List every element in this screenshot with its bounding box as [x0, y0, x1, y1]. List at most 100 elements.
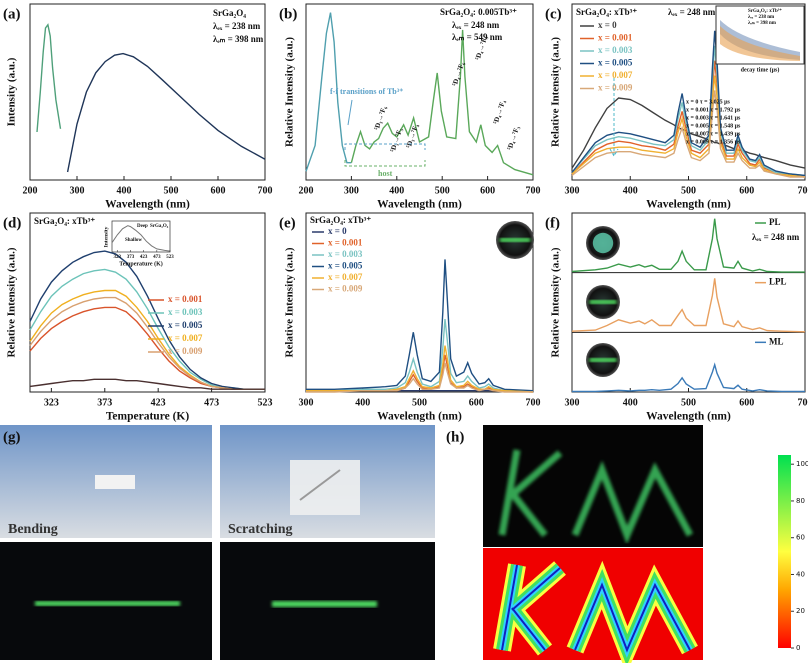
panel-label: (h) [446, 429, 464, 445]
spectrum-line [29, 268, 265, 390]
inset-x-label: Temperature (K) [119, 260, 163, 267]
annotation: λₑₓ = 248 nm [452, 20, 500, 30]
x-axis-label: Wavelength (nm) [105, 199, 190, 211]
panel-label: (f) [545, 215, 560, 231]
inset-tick-label: 473 [153, 255, 161, 260]
x-tick-label: 600 [739, 397, 754, 408]
x-tick-label: 373 [97, 397, 112, 408]
legend-label: x = 0.003 [598, 45, 633, 55]
x-tick-label: 700 [526, 397, 541, 408]
spectrum-line [29, 296, 265, 390]
inset-decay [720, 20, 800, 60]
ff-arrow [347, 99, 353, 126]
annotation: λₑₘ = 398 nm [213, 34, 264, 44]
spectrum-line [306, 259, 534, 392]
x-tick-label: 423 [151, 397, 166, 408]
annotation: λₑₓ = 248 nm [668, 7, 716, 17]
colorbar-tick-label: 80 [796, 497, 805, 505]
inset-label: λₑₓ = 238 nm [748, 15, 775, 20]
panel-label: (g) [3, 429, 21, 445]
quench-arrow [609, 78, 619, 158]
legend-label: x = 0 [598, 20, 617, 30]
inset-curve [111, 225, 171, 252]
colorbar-tick-label: 100 [796, 460, 808, 468]
inset-label: λₑₘ = 398 nm [748, 21, 777, 26]
plot-frame [305, 3, 534, 181]
panel-label: (e) [279, 215, 296, 231]
y-axis-label: Relative Intensity (a.u.) [284, 247, 296, 357]
legend-label: x = 0.007 [168, 333, 203, 343]
x-tick-label: 500 [412, 397, 427, 408]
annotation: f-f transitions of Tb³⁺ [330, 87, 403, 96]
film [95, 475, 135, 489]
film [290, 460, 360, 515]
panel-label: (a) [3, 6, 21, 22]
spectrum-line [572, 362, 805, 393]
legend-label: x = 0.007 [598, 70, 633, 80]
inset-tick-label: 523 [166, 255, 174, 260]
inset-y-label: Intensity [103, 226, 109, 247]
legend-label: x = 0.005 [598, 58, 633, 68]
y-axis-label: Relative Intensity (a.u.) [550, 37, 562, 147]
x-tick-label: 600 [480, 185, 495, 196]
x-axis-label: Wavelength (nm) [646, 199, 731, 211]
legend-label: x = 0.003 [328, 249, 363, 259]
y-axis-label: Relative Intensity (a.u.) [6, 247, 18, 357]
x-tick-label: 300 [565, 185, 580, 196]
x-tick-label: 600 [739, 185, 754, 196]
lifetime-label: x = 0.005 τ = 1.548 μs [686, 123, 741, 129]
legend-label: x = 0.005 [328, 261, 363, 271]
annotation: ⁵D₄→⁷F₃ [506, 125, 521, 151]
annotation: host [378, 169, 393, 178]
legend-label: PL [769, 217, 781, 227]
inset-tick-label: 373 [127, 255, 135, 260]
legend-label: x = 0 [328, 226, 347, 236]
x-axis-label: Wavelength (nm) [377, 411, 462, 423]
spectrum-line [571, 90, 805, 178]
spectrum-line [306, 319, 533, 392]
ml-streak [272, 601, 377, 607]
colorbar-tick-label: 20 [796, 607, 805, 615]
x-tick-label: 300 [70, 185, 85, 196]
x-axis-label: Wavelength (nm) [646, 411, 731, 423]
annotation: SrGa₂O₄: 0.005Tb³⁺ [440, 7, 517, 17]
annotation: λₑₓ = 248 nm [752, 232, 800, 242]
x-tick-label: 700 [258, 185, 273, 196]
x-tick-label: 400 [117, 185, 132, 196]
x-tick-label: 300 [299, 397, 314, 408]
x-tick-label: 523 [258, 397, 273, 408]
legend-label: x = 0.005 [168, 320, 203, 330]
x-tick-label: 473 [204, 397, 219, 408]
y-axis-label: Intensity (a.u.) [6, 57, 18, 126]
annotation: SrGa₂O₄ [213, 8, 246, 18]
host-bracket [344, 160, 426, 167]
x-tick-label: 500 [435, 185, 450, 196]
annotation: SrGa₂O₄: xTb³⁺ [576, 7, 637, 17]
spectrum-line [571, 278, 806, 333]
inset-tick-label: 323 [114, 255, 122, 260]
x-tick-label: 200 [23, 185, 38, 196]
legend-label: x = 0.009 [328, 284, 363, 294]
x-tick-label: 400 [623, 185, 638, 196]
inset-frame [111, 220, 171, 253]
needle [299, 469, 341, 501]
ml-streak [35, 601, 180, 606]
inset-title: SrGa₂O₄: xTb³⁺ [748, 8, 782, 14]
colorbar-tick-label: 0 [796, 644, 800, 652]
x-tick-label: 400 [355, 397, 370, 408]
spectrum-line [571, 30, 806, 177]
x-tick-label: 500 [164, 185, 179, 196]
inset-label: Deep [137, 224, 148, 229]
sample-glow [589, 358, 617, 362]
plot-frame [29, 212, 266, 393]
panel-label: (b) [279, 6, 297, 22]
x-axis-label: Wavelength (nm) [377, 199, 462, 211]
spectrum-line [350, 29, 534, 176]
spectrum-line [36, 23, 62, 133]
x-tick-label: 400 [623, 397, 638, 408]
inset-x-label: decay time (μs) [741, 66, 780, 73]
photo-label: Bending [8, 522, 58, 537]
panel-label: (c) [545, 6, 562, 22]
lifetime-label: x = 0.007 τ = 1.439 μs [686, 131, 741, 137]
